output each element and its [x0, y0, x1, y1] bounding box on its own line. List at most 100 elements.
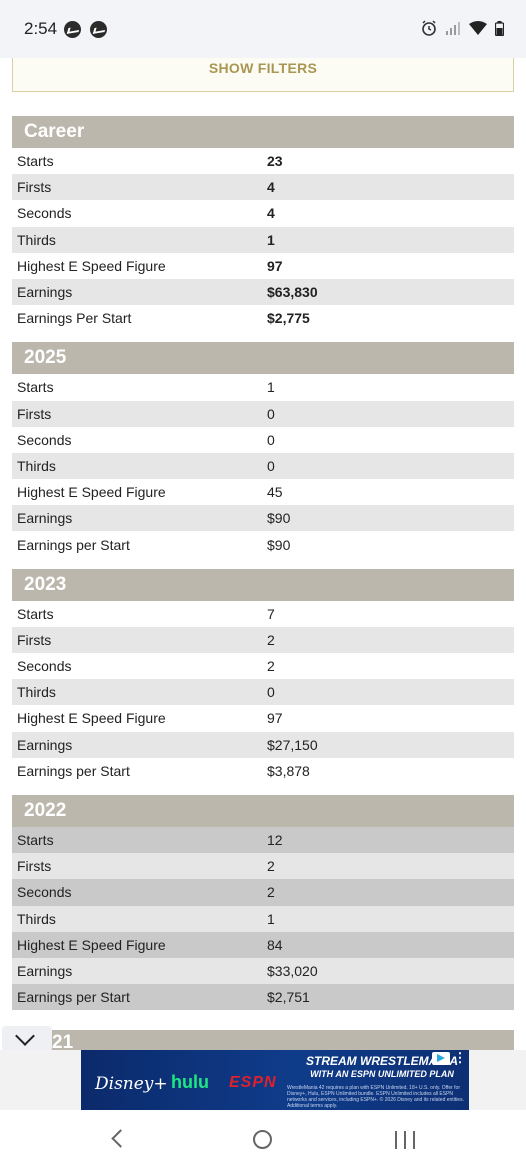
messenger-icon — [64, 21, 81, 38]
status-icons — [421, 20, 504, 36]
row-label: Highest E Speed Figure — [17, 710, 166, 727]
status-time: 2:54 — [24, 19, 58, 38]
table-row: Seconds 0 — [12, 427, 514, 453]
ad-headline-line1: STREAM WRESTLEMANIA — [306, 1054, 458, 1068]
back-icon[interactable] — [111, 1129, 130, 1148]
row-label: Seconds — [17, 658, 72, 675]
table-row: Firsts 2 — [12, 626, 514, 653]
row-label: Firsts — [17, 179, 52, 196]
table-row: Firsts 2 — [12, 853, 514, 880]
section-title: 2022 — [12, 794, 514, 827]
row-label: Earnings per Start — [17, 989, 130, 1006]
row-label: Starts — [17, 605, 54, 622]
row-label: Seconds — [17, 431, 72, 448]
row-label: Earnings per Start — [17, 536, 130, 553]
row-label: Thirds — [17, 910, 56, 927]
show-filters-button[interactable]: SHOW FILTERS — [208, 60, 318, 76]
row-label: Earnings — [17, 962, 73, 979]
row-value: 1 — [267, 231, 275, 248]
row-value: $27,150 — [267, 736, 318, 753]
row-label: Thirds — [17, 457, 56, 474]
table-row: Earnings per Start $2,751 — [12, 984, 514, 1011]
row-value: 2 — [267, 631, 275, 648]
row-label: Seconds — [17, 205, 72, 222]
messenger-icon — [90, 21, 107, 38]
filters-box: SHOW FILTERS — [12, 58, 514, 92]
table-row: Highest E Speed Figure 97 — [12, 705, 514, 731]
row-label: Earnings per Start — [17, 762, 130, 779]
table-row: Starts 23 — [12, 148, 514, 174]
espn-logo: ESPN — [229, 1074, 277, 1091]
disney-plus-logo: Disney+ — [95, 1074, 168, 1094]
row-value: 0 — [267, 457, 275, 474]
row-label: Firsts — [17, 858, 52, 875]
table-row: Thirds 0 — [12, 679, 514, 706]
row-label: Thirds — [17, 684, 56, 701]
row-label: Seconds — [17, 884, 72, 901]
chevron-down-icon — [15, 1026, 35, 1046]
row-label: Highest E Speed Figure — [17, 257, 166, 274]
row-value: $90 — [267, 536, 291, 553]
status-bar: 2:54 — [0, 0, 526, 58]
row-value: $90 — [267, 510, 291, 527]
row-value: 0 — [267, 684, 275, 701]
table-row: Starts 7 — [12, 601, 514, 627]
section-title: 2023 — [12, 568, 514, 601]
row-value: 45 — [267, 484, 283, 501]
row-value: $63,830 — [267, 284, 318, 301]
row-value: 97 — [267, 257, 283, 274]
ad-choices-icon[interactable] — [432, 1052, 450, 1065]
table-row: Seconds 2 — [12, 879, 514, 906]
table-row: Earnings $27,150 — [12, 731, 514, 758]
alarm-icon — [422, 20, 436, 36]
ad-banner[interactable]: Disney+ hulu ESPN STREAM WRESTLEMANIA WI… — [81, 1050, 469, 1110]
recent-apps-icon[interactable] — [395, 1131, 415, 1149]
table-row: Highest E Speed Figure 97 — [12, 253, 514, 279]
row-label: Earnings — [17, 510, 73, 527]
section-title: Career — [12, 116, 514, 148]
row-value: 2 — [267, 858, 275, 875]
row-label: Highest E Speed Figure — [17, 936, 166, 953]
section-title: 2025 — [12, 342, 514, 375]
table-row: Earnings $90 — [12, 505, 514, 532]
row-label: Firsts — [17, 405, 52, 422]
row-label: Highest E Speed Figure — [17, 484, 166, 501]
wifi-icon — [469, 21, 487, 35]
signal-icon — [446, 22, 460, 35]
table-row: Starts 1 — [12, 374, 514, 400]
row-value: 2 — [267, 884, 275, 901]
row-value: 4 — [267, 205, 275, 222]
more-options-icon[interactable]: ⋮ — [453, 1050, 467, 1065]
row-value: 97 — [267, 710, 283, 727]
row-value: 0 — [267, 431, 275, 448]
row-value: 7 — [267, 605, 275, 622]
collapse-button[interactable] — [2, 1026, 52, 1052]
section-2025: 2025 Starts 1 Firsts 0 Seconds 0 Thirds 0 Hi… — [12, 342, 514, 557]
hulu-logo: hulu — [171, 1072, 209, 1092]
table-row: Seconds 4 — [12, 200, 514, 226]
table-row: Highest E Speed Figure 45 — [12, 479, 514, 505]
row-value: 1 — [267, 379, 275, 396]
table-row: Firsts 4 — [12, 174, 514, 201]
table-row: Earnings Per Start $2,775 — [12, 305, 514, 331]
section-title-partial: 21 — [12, 1030, 514, 1050]
table-row: Earnings $63,830 — [12, 278, 514, 306]
table-row: Earnings per Start $90 — [12, 531, 514, 557]
row-value: $2,751 — [267, 989, 310, 1006]
ad-fine-print: WrestleMania 42 requires a plan with ESP… — [287, 1085, 464, 1109]
battery-icon — [495, 20, 504, 36]
table-row: Starts 12 — [12, 826, 514, 854]
ad-headline: STREAM WRESTLEMANIA WITH AN ESPN UNLIMIT… — [297, 1055, 467, 1081]
table-row: Thirds 1 — [12, 226, 514, 253]
row-label: Thirds — [17, 231, 56, 248]
table-row: Highest E Speed Figure 84 — [12, 931, 514, 958]
table-row: Firsts 0 — [12, 400, 514, 427]
ad-area: Disney+ hulu ESPN STREAM WRESTLEMANIA WI… — [0, 1050, 526, 1110]
row-value: 0 — [267, 405, 275, 422]
row-value: 4 — [267, 179, 275, 196]
row-label: Earnings Per Start — [17, 310, 132, 327]
home-icon[interactable] — [253, 1130, 272, 1149]
system-nav-bar — [0, 1110, 526, 1169]
section-2023: 2023 Starts 7 Firsts 2 Seconds 2 Thirds 0 Hi… — [12, 568, 514, 784]
section-career: Career Starts 23 Firsts 4 Seconds 4 Thirds 1… — [12, 116, 514, 331]
